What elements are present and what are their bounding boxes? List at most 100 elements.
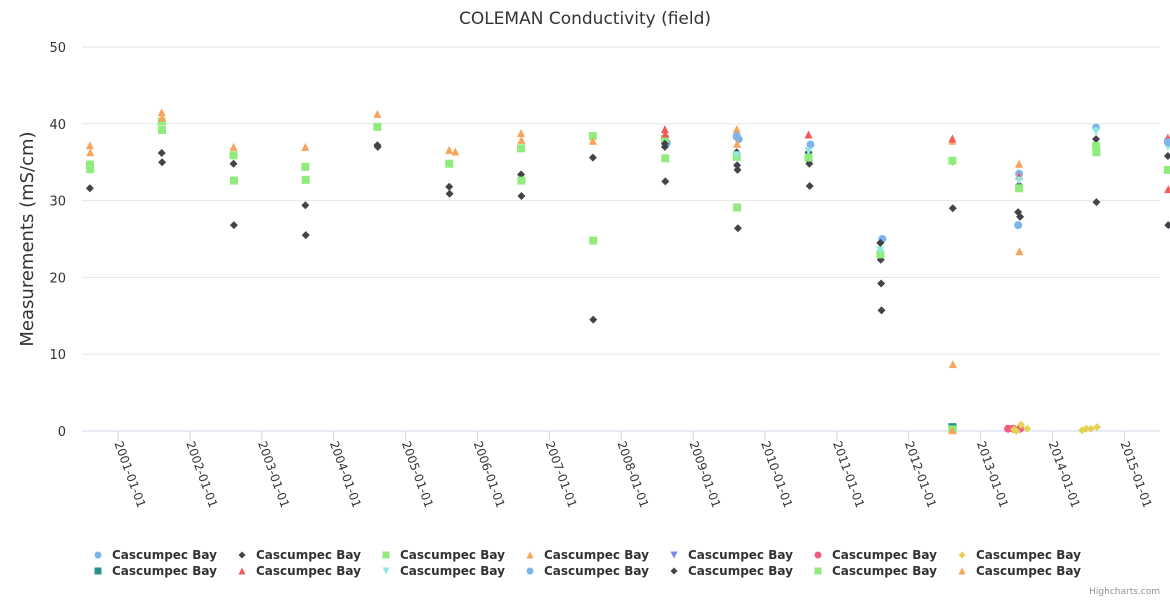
data-point[interactable]: [373, 109, 382, 118]
data-point[interactable]: [1015, 184, 1024, 193]
data-point[interactable]: [589, 315, 598, 324]
legend-item[interactable]: Cascumpec Bay: [526, 564, 650, 578]
data-point[interactable]: [157, 148, 166, 157]
legend-item[interactable]: Cascumpec Bay: [382, 564, 506, 578]
data-point[interactable]: [451, 147, 460, 156]
legend-item[interactable]: Cascumpec Bay: [814, 564, 938, 578]
data-point[interactable]: [877, 279, 886, 288]
data-point[interactable]: [660, 139, 669, 148]
data-point[interactable]: [301, 175, 310, 184]
data-point[interactable]: [948, 156, 957, 165]
data-point[interactable]: [1023, 424, 1032, 433]
legend-item[interactable]: Cascumpec Bay: [670, 548, 794, 562]
data-point[interactable]: [229, 159, 238, 168]
data-point[interactable]: [661, 129, 670, 138]
data-point[interactable]: [517, 129, 526, 138]
data-point[interactable]: [1163, 138, 1170, 147]
data-point[interactable]: [948, 134, 957, 143]
legend-item[interactable]: Cascumpec Bay: [958, 564, 1082, 578]
data-point[interactable]: [948, 204, 957, 213]
data-point[interactable]: [1163, 165, 1170, 174]
data-point[interactable]: [86, 148, 95, 157]
data-point[interactable]: [1015, 176, 1024, 185]
data-point[interactable]: [1163, 152, 1170, 161]
data-point[interactable]: [876, 246, 885, 255]
data-point[interactable]: [301, 201, 310, 210]
data-point[interactable]: [1016, 212, 1025, 221]
data-point[interactable]: [86, 165, 95, 174]
data-point[interactable]: [85, 184, 94, 193]
data-point[interactable]: [1092, 135, 1101, 144]
data-point[interactable]: [1164, 221, 1170, 230]
data-point[interactable]: [85, 141, 94, 150]
data-point[interactable]: [445, 182, 454, 191]
data-point[interactable]: [85, 160, 94, 169]
data-point[interactable]: [1092, 127, 1101, 136]
data-point[interactable]: [301, 231, 310, 240]
legend-item[interactable]: Cascumpec Bay: [382, 548, 506, 562]
data-point[interactable]: [301, 142, 310, 151]
data-point[interactable]: [661, 154, 670, 163]
data-point[interactable]: [661, 177, 670, 186]
data-point[interactable]: [445, 189, 454, 198]
data-point[interactable]: [589, 236, 598, 245]
data-point[interactable]: [158, 158, 167, 167]
data-point[interactable]: [517, 144, 526, 153]
data-point[interactable]: [660, 125, 669, 134]
data-point[interactable]: [1093, 423, 1102, 432]
data-point[interactable]: [517, 135, 526, 144]
data-point[interactable]: [229, 176, 238, 185]
credits-link[interactable]: Highcharts.com: [1089, 587, 1160, 597]
data-point[interactable]: [804, 147, 813, 156]
data-point[interactable]: [804, 153, 813, 162]
data-point[interactable]: [229, 221, 238, 230]
data-point[interactable]: [229, 151, 238, 160]
legend-item[interactable]: Cascumpec Bay: [670, 564, 794, 578]
data-point[interactable]: [806, 140, 815, 149]
data-point[interactable]: [805, 159, 814, 168]
data-point[interactable]: [1092, 198, 1101, 207]
legend-item[interactable]: Cascumpec Bay: [238, 564, 362, 578]
data-point[interactable]: [733, 161, 742, 170]
data-point[interactable]: [1015, 247, 1024, 256]
data-point[interactable]: [805, 182, 814, 191]
legend-item[interactable]: Cascumpec Bay: [814, 548, 938, 562]
legend-item[interactable]: Cascumpec Bay: [526, 548, 650, 562]
data-point[interactable]: [517, 170, 526, 179]
data-point[interactable]: [373, 142, 382, 151]
data-point[interactable]: [588, 153, 597, 162]
data-point[interactable]: [733, 165, 742, 174]
data-point[interactable]: [517, 191, 526, 200]
data-point[interactable]: [1015, 159, 1024, 168]
data-point[interactable]: [229, 142, 238, 151]
data-point[interactable]: [301, 162, 310, 171]
data-point[interactable]: [158, 113, 167, 122]
data-point[interactable]: [733, 139, 742, 148]
data-point[interactable]: [1012, 427, 1021, 435]
data-point[interactable]: [588, 136, 597, 145]
data-point[interactable]: [733, 203, 742, 212]
legend-item[interactable]: Cascumpec Bay: [94, 564, 218, 578]
legend-item[interactable]: Cascumpec Bay: [958, 548, 1082, 562]
data-point[interactable]: [445, 159, 454, 168]
data-point[interactable]: [445, 145, 454, 154]
data-point[interactable]: [732, 151, 741, 160]
data-point[interactable]: [517, 176, 526, 185]
data-point[interactable]: [733, 224, 742, 233]
legend[interactable]: Cascumpec Bay Cascumpec Bay Cascumpec Bay C…: [94, 548, 1082, 578]
data-point[interactable]: [732, 132, 741, 141]
data-point[interactable]: [660, 135, 669, 144]
data-point[interactable]: [1086, 424, 1095, 433]
data-point[interactable]: [157, 108, 166, 117]
legend-item[interactable]: Cascumpec Bay: [94, 548, 218, 562]
data-point[interactable]: [1082, 424, 1091, 433]
data-point[interactable]: [877, 306, 886, 315]
data-point[interactable]: [588, 132, 597, 141]
data-point[interactable]: [158, 125, 167, 134]
data-point[interactable]: [732, 125, 741, 134]
data-point[interactable]: [876, 238, 885, 247]
data-point[interactable]: [948, 426, 957, 435]
data-point[interactable]: [1017, 420, 1026, 429]
data-point[interactable]: [804, 130, 813, 139]
legend-item[interactable]: Cascumpec Bay: [238, 548, 362, 562]
